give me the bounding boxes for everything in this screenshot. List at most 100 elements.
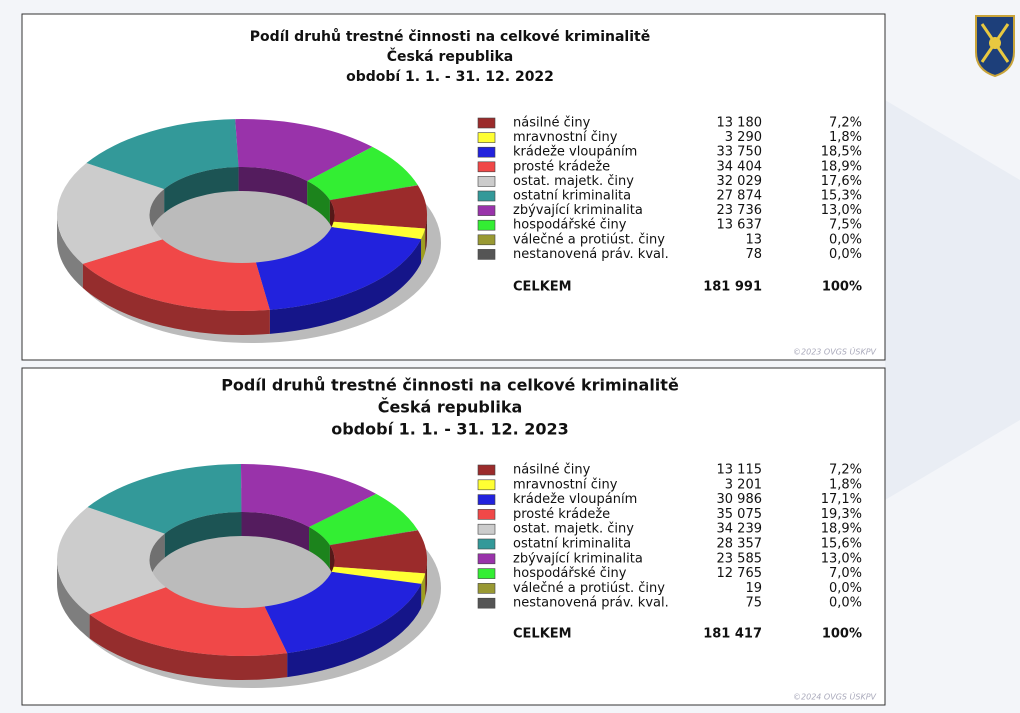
slice-side — [57, 215, 83, 288]
slice — [57, 507, 166, 615]
legend-value: 13 115 — [717, 463, 763, 478]
legend-swatch — [477, 249, 496, 260]
slice — [329, 530, 418, 546]
legend-value: 33 750 — [717, 145, 763, 160]
legend-percent: 7,5% — [829, 218, 862, 233]
legend-swatch — [477, 568, 496, 579]
legend-label: hospodářské činy — [513, 566, 627, 581]
legend-percent: 18,5% — [821, 145, 862, 160]
legend-swatch — [477, 205, 496, 216]
legend-percent: 15,6% — [821, 537, 862, 552]
legend-label: násilné činy — [513, 463, 591, 478]
legend-percent: 1,8% — [829, 130, 862, 145]
logo — [975, 15, 1015, 78]
chart-title: období 1. 1. - 31. 12. 2023 — [331, 420, 569, 439]
legend-swatch — [477, 479, 496, 491]
footer: ©2024 OVGS ÚSKPV — [793, 691, 876, 702]
slice-inner-side — [149, 533, 165, 584]
legend-label: krádeže vloupáním — [513, 492, 637, 507]
slice — [331, 221, 426, 240]
slice — [240, 464, 377, 527]
legend-value: 28 357 — [717, 537, 763, 552]
legend-percent: 7,2% — [829, 116, 862, 131]
slice-side — [57, 560, 90, 639]
legend-percent: 7,0% — [829, 566, 862, 581]
legend-label: mravnostní činy — [513, 477, 618, 492]
legend-swatch — [477, 494, 496, 505]
legend-value: 32 029 — [717, 174, 763, 189]
legend-value: 23 585 — [717, 551, 763, 566]
slice — [331, 566, 426, 584]
legend-swatch — [477, 538, 496, 550]
legend-value: 19 — [745, 581, 762, 596]
slice — [86, 119, 239, 190]
footer: ©2023 OVGS ÚSKPV — [793, 346, 876, 357]
legend-value: 34 239 — [717, 522, 763, 537]
slice-side — [287, 583, 422, 678]
legend-label: válečné a protiúst. činy — [513, 232, 665, 247]
legend-percent: 19,3% — [821, 507, 862, 522]
total-value: 181 417 — [703, 627, 762, 642]
legend-value: 13 — [745, 232, 762, 247]
legend-swatch — [477, 553, 496, 565]
slice — [329, 185, 428, 229]
chart-title: Česká republika — [378, 398, 523, 417]
legend-swatch — [477, 523, 496, 535]
legend-value: 23 736 — [717, 203, 763, 218]
slice — [87, 464, 242, 534]
legend-swatch — [477, 509, 496, 520]
slice — [329, 185, 418, 201]
legend-percent: 1,8% — [829, 477, 862, 492]
legend-percent: 13,0% — [821, 551, 862, 566]
legend-value: 30 986 — [717, 492, 763, 507]
legend-label: ostatní kriminalita — [513, 537, 631, 552]
legend-percent: 0,0% — [829, 596, 862, 611]
legend-percent: 0,0% — [829, 247, 862, 262]
legend-percent: 13,0% — [821, 203, 862, 218]
chart-title: Česká republika — [387, 47, 514, 65]
legend-label: mravnostní činy — [513, 130, 618, 145]
chart-title: Podíl druhů trestné činnosti na celkové … — [221, 376, 679, 395]
total-label: CELKEM — [513, 280, 572, 295]
legend-label: prosté krádeže — [513, 507, 610, 522]
slice-inner-side — [241, 512, 310, 551]
slice — [89, 587, 288, 656]
legend-label: krádeže vloupáním — [513, 145, 637, 160]
legend-value: 13 637 — [717, 218, 763, 233]
slice-inner-side — [309, 526, 330, 570]
legend-swatch — [477, 583, 496, 594]
legend-percent: 7,2% — [829, 463, 862, 478]
legend-value: 35 075 — [717, 507, 763, 522]
slice — [329, 185, 418, 201]
legend-value: 78 — [745, 247, 762, 262]
legend-value: 75 — [745, 596, 762, 611]
slice — [307, 146, 418, 201]
slice-side — [421, 228, 426, 264]
slice-side — [89, 614, 288, 681]
total-label: CELKEM — [513, 627, 572, 642]
slice — [329, 530, 427, 574]
chart-title: období 1. 1. - 31. 12. 2022 — [346, 69, 554, 85]
slice — [235, 119, 373, 181]
legend-swatch — [477, 176, 496, 187]
legend-label: zbývající kriminalita — [513, 551, 643, 566]
legend-percent: 17,6% — [821, 174, 862, 189]
legend-percent: 18,9% — [821, 159, 862, 174]
legend-label: nestanovená práv. kval. — [513, 596, 669, 611]
legend-label: ostat. majetk. činy — [513, 174, 634, 189]
chart-title: Podíl druhů trestné činnosti na celkové … — [250, 28, 650, 45]
slice — [57, 163, 165, 264]
legend-percent: 0,0% — [829, 581, 862, 596]
legend-label: zbývající kriminalita — [513, 203, 643, 218]
slice-side — [425, 215, 427, 253]
legend-swatch — [477, 464, 496, 476]
legend-value: 34 404 — [717, 159, 763, 174]
slice — [264, 571, 422, 654]
legend-swatch — [477, 161, 496, 173]
legend-value: 3 201 — [725, 477, 762, 492]
slice-inner-side — [238, 166, 308, 205]
legend-label: nestanovená práv. kval. — [513, 247, 669, 262]
slice-side — [269, 239, 422, 334]
legend-swatch — [477, 117, 496, 129]
